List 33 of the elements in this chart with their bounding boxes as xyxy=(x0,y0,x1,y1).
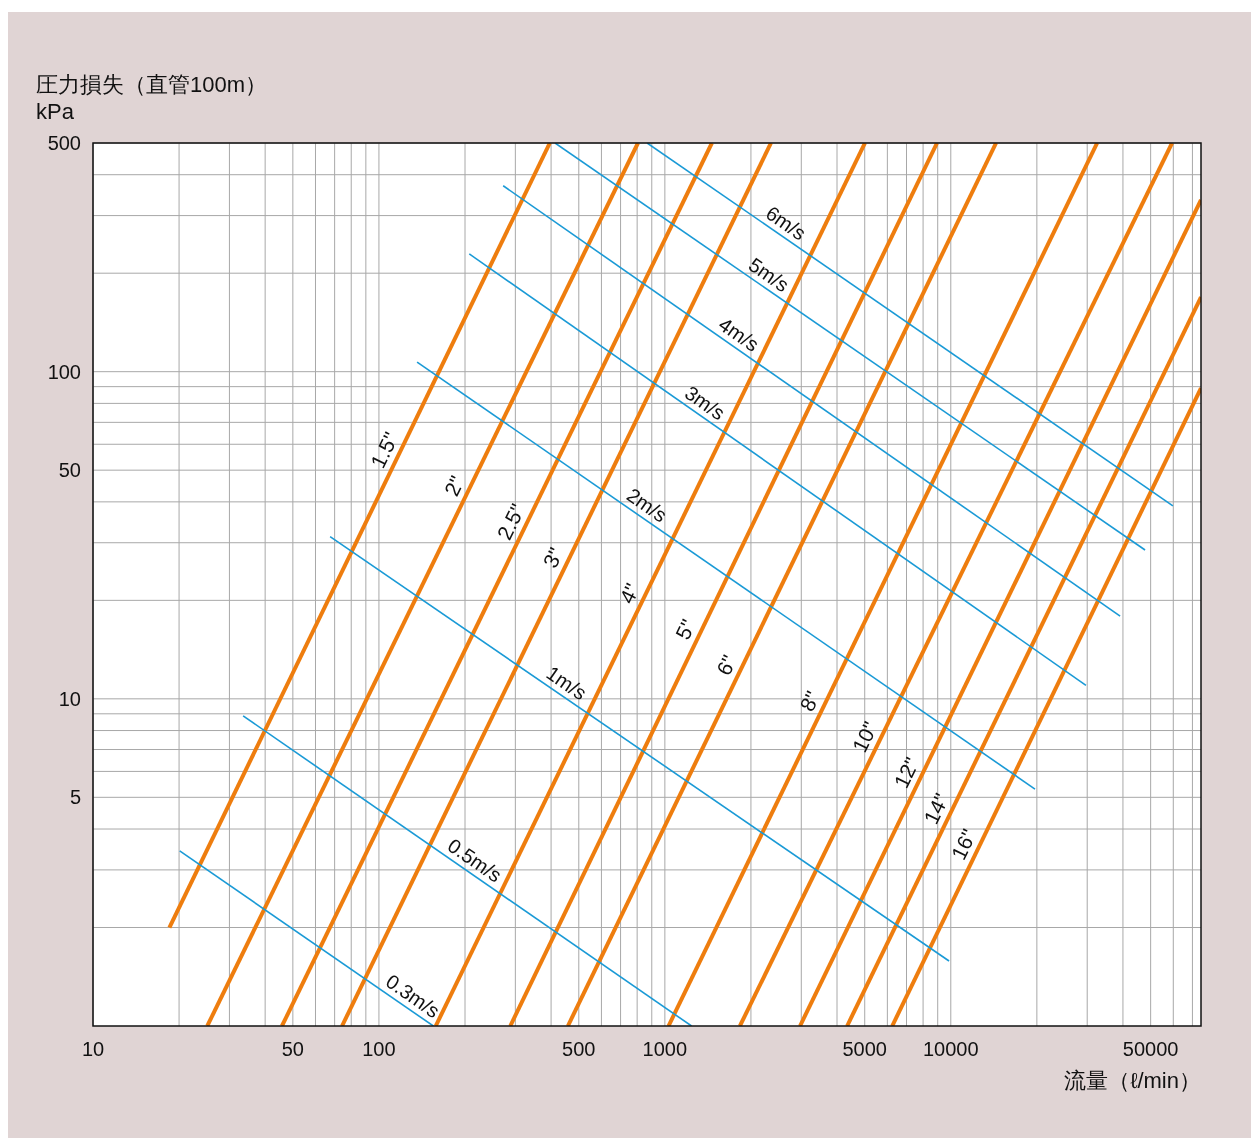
x-tick-label: 5000 xyxy=(842,1038,887,1060)
text: 6m/s xyxy=(761,201,811,245)
x-tick-label: 50 xyxy=(281,1038,304,1060)
text: 2" xyxy=(439,472,469,500)
text: 3m/s xyxy=(680,381,729,425)
y-tick-label: 5 xyxy=(69,786,81,809)
text: 1.5" xyxy=(366,428,403,472)
y-tick-label: 10 xyxy=(58,687,81,710)
text: 1m/s xyxy=(542,661,591,705)
x-axis-title: 流量（ℓ/min） xyxy=(1064,1068,1201,1093)
y-tick-label: 50 xyxy=(58,459,81,482)
y-tick-label: 500 xyxy=(47,132,81,154)
text: 10" xyxy=(847,717,882,756)
text: 5" xyxy=(670,615,700,643)
x-tick-label: 10000 xyxy=(922,1038,979,1060)
text: 12" xyxy=(889,753,924,792)
text: 8" xyxy=(795,687,825,715)
y-axis-title: 圧力損失（直管100m） kPa xyxy=(36,72,268,124)
text: 6" xyxy=(711,651,741,679)
text: 4" xyxy=(614,579,644,608)
text: 16" xyxy=(946,825,981,864)
x-tick-label: 50000 xyxy=(1122,1038,1179,1060)
text: 2.5" xyxy=(492,500,530,544)
text: 4m/s xyxy=(714,312,763,356)
x-tick-label: 1000 xyxy=(642,1038,688,1060)
text: 5m/s xyxy=(744,253,794,297)
text: 2m/s xyxy=(622,483,672,527)
x-tick-label: 10 xyxy=(81,1038,105,1060)
x-tick-label: 500 xyxy=(562,1038,596,1060)
x-tick-label: 100 xyxy=(362,1038,396,1060)
text: 14" xyxy=(919,789,954,828)
y-tick-label: 100 xyxy=(47,360,81,383)
text: 3" xyxy=(538,543,568,572)
